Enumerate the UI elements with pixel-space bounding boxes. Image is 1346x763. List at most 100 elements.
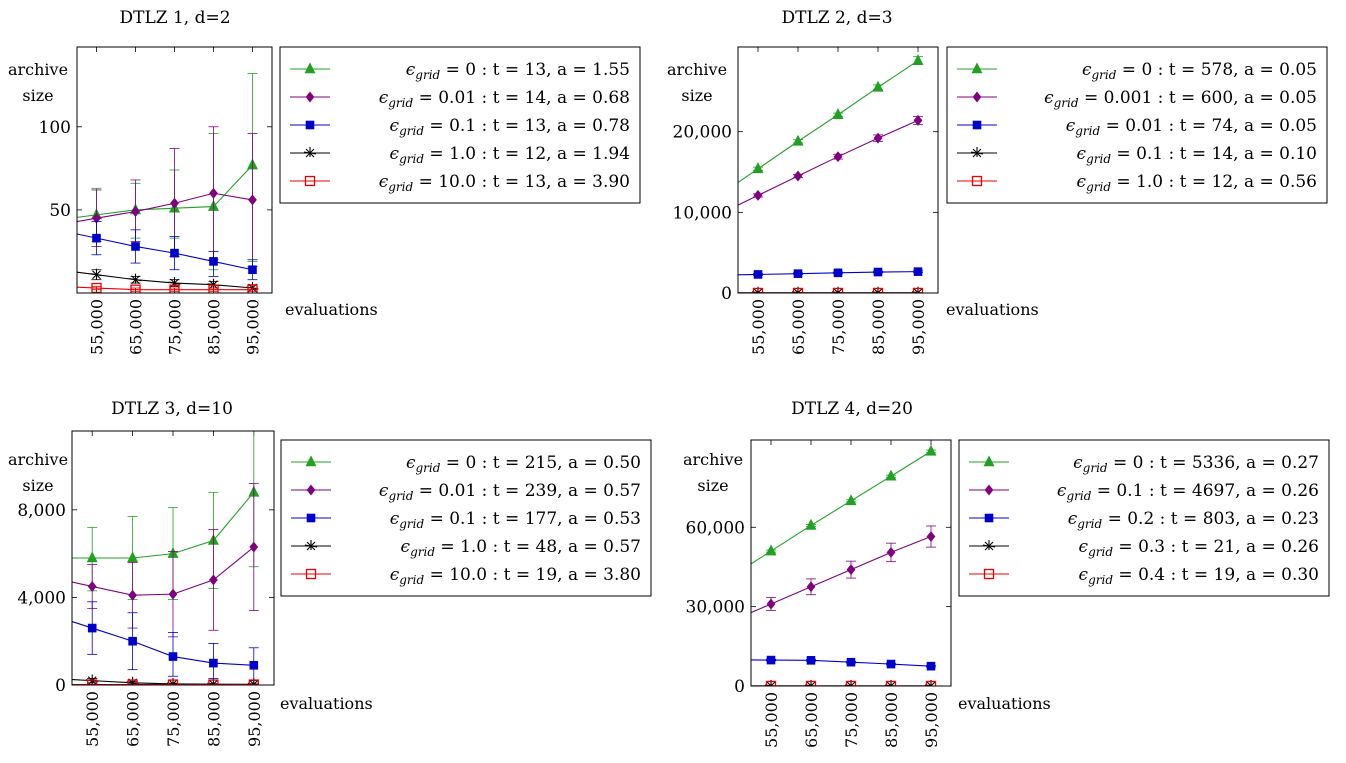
data-point bbox=[250, 542, 258, 552]
legend-entry-label: ϵgrid = 0 : t = 5336, a = 0.27 bbox=[1073, 453, 1319, 475]
legend-entry-label: ϵgrid = 1.0 : t = 12, a = 1.94 bbox=[390, 144, 630, 166]
legend-entry-label: ϵgrid = 0.3 : t = 21, a = 0.26 bbox=[1079, 537, 1319, 559]
legend-entry-label: ϵgrid = 0.001 : t = 600, a = 0.05 bbox=[1044, 88, 1317, 110]
data-point bbox=[210, 257, 218, 265]
legend: ϵgrid = 0 : t = 5336, a = 0.27 ϵgrid = 0.… bbox=[959, 440, 1329, 596]
data-point bbox=[91, 269, 103, 279]
chart-title: DTLZ 3, d=10 bbox=[111, 399, 233, 419]
series-line bbox=[72, 622, 254, 666]
plot-frame bbox=[738, 47, 938, 293]
x-tick-label: 95,000 bbox=[245, 691, 264, 747]
y-tick-label: 30,000 bbox=[686, 598, 745, 618]
x-tick-label: 95,000 bbox=[244, 299, 263, 355]
series-line bbox=[77, 234, 253, 270]
legend-entry-label: ϵgrid = 0.1 : t = 14, a = 0.10 bbox=[1077, 144, 1317, 166]
data-point bbox=[87, 552, 97, 562]
data-point bbox=[169, 589, 177, 599]
x-tick-label: 55,000 bbox=[88, 299, 107, 355]
x-tick-label: 55,000 bbox=[83, 691, 102, 747]
y-tick-label: 0 bbox=[734, 677, 745, 697]
data-point bbox=[169, 653, 177, 661]
data-point bbox=[132, 242, 140, 250]
chart-title: DTLZ 1, d=2 bbox=[119, 8, 230, 28]
series-3 bbox=[77, 222, 258, 280]
legend: ϵgrid = 0 : t = 13, a = 1.55ϵgrid = 0.01… bbox=[280, 47, 640, 203]
y-axis-label: archive bbox=[667, 60, 727, 79]
data-point bbox=[129, 637, 137, 645]
x-tick-label: 65,000 bbox=[789, 299, 808, 355]
x-tick-label: 75,000 bbox=[166, 299, 185, 355]
series-4 bbox=[751, 680, 937, 690]
y-tick-label: 0 bbox=[721, 284, 732, 304]
series-line bbox=[738, 61, 918, 183]
series-4 bbox=[72, 675, 260, 689]
legend-entry-label: ϵgrid = 10.0 : t = 19, a = 3.80 bbox=[390, 565, 641, 587]
data-point bbox=[93, 234, 101, 242]
legend-entry-label: ϵgrid = 0.1 : t = 4697, a = 0.26 bbox=[1057, 481, 1319, 503]
chart-title: DTLZ 2, d=3 bbox=[781, 8, 892, 28]
data-point bbox=[794, 171, 802, 181]
legend-entry-label: ϵgrid = 0 : t = 215, a = 0.50 bbox=[406, 453, 641, 475]
series-line bbox=[77, 272, 253, 288]
series-line bbox=[751, 660, 931, 666]
series-2 bbox=[738, 115, 923, 205]
series-line bbox=[77, 193, 253, 221]
data-point bbox=[130, 274, 142, 284]
series-3 bbox=[738, 268, 923, 279]
legend-marker bbox=[973, 121, 981, 129]
data-point bbox=[874, 268, 882, 276]
chart-panel-2: DTLZ 2, d=3 archive size evaluations 0 10,000… bbox=[667, 8, 1327, 355]
x-tick-label: 85,000 bbox=[869, 299, 888, 355]
y-axis-label: size bbox=[22, 476, 53, 495]
series-line bbox=[738, 272, 918, 275]
data-point bbox=[927, 662, 935, 670]
legend-marker bbox=[307, 514, 315, 522]
data-point bbox=[807, 582, 815, 592]
data-point bbox=[914, 268, 922, 276]
y-tick-label: 8,000 bbox=[17, 501, 66, 521]
data-point bbox=[834, 152, 842, 162]
legend-entry-label: ϵgrid = 0.1 : t = 13, a = 0.78 bbox=[390, 116, 630, 138]
data-point bbox=[887, 547, 895, 557]
plot-area bbox=[77, 74, 259, 295]
data-point bbox=[754, 190, 762, 200]
series-line bbox=[751, 537, 931, 613]
data-point bbox=[794, 270, 802, 278]
legend-entry-label: ϵgrid = 0.2 : t = 803, a = 0.23 bbox=[1068, 509, 1319, 531]
plot-area bbox=[751, 445, 937, 690]
y-axis-label: size bbox=[681, 86, 712, 105]
data-point bbox=[250, 661, 258, 669]
series-1 bbox=[72, 431, 259, 600]
data-point bbox=[209, 659, 217, 667]
series-line bbox=[77, 287, 253, 289]
data-point bbox=[914, 115, 922, 125]
legend-marker bbox=[306, 121, 314, 129]
x-tick-label: 75,000 bbox=[829, 299, 848, 355]
x-axis-label: evaluations bbox=[946, 300, 1039, 319]
data-point bbox=[209, 575, 217, 585]
legend-entry-label: ϵgrid = 1.0 : t = 48, a = 0.57 bbox=[401, 537, 641, 559]
x-tick-label: 85,000 bbox=[205, 299, 224, 355]
x-tick-label: 55,000 bbox=[749, 299, 768, 355]
series-line bbox=[72, 492, 254, 558]
x-tick-label: 85,000 bbox=[204, 691, 223, 747]
data-point bbox=[132, 207, 140, 217]
data-point bbox=[927, 532, 935, 542]
legend: ϵgrid = 0 : t = 215, a = 0.50ϵgrid = 0.0… bbox=[281, 440, 651, 596]
data-point bbox=[847, 565, 855, 575]
series-2 bbox=[77, 127, 258, 267]
plot-area bbox=[72, 431, 260, 689]
data-point bbox=[873, 81, 883, 91]
data-point bbox=[833, 109, 843, 119]
chart-panel-4: DTLZ 4, d=20archivesizeevaluations030,00… bbox=[683, 399, 1329, 748]
series-1 bbox=[738, 55, 923, 183]
y-axis-label: archive bbox=[8, 60, 68, 79]
data-point bbox=[249, 266, 257, 274]
x-axis-label: evaluations bbox=[285, 300, 378, 319]
legend: ϵgrid = 0 : t = 578, a = 0.05ϵgrid = 0.0… bbox=[947, 47, 1327, 203]
series-2 bbox=[751, 526, 936, 613]
data-point bbox=[847, 658, 855, 666]
data-point bbox=[210, 188, 218, 198]
legend-entry-label: ϵgrid = 0.01 : t = 14, a = 0.68 bbox=[379, 88, 630, 110]
y-axis-label: size bbox=[697, 476, 728, 495]
